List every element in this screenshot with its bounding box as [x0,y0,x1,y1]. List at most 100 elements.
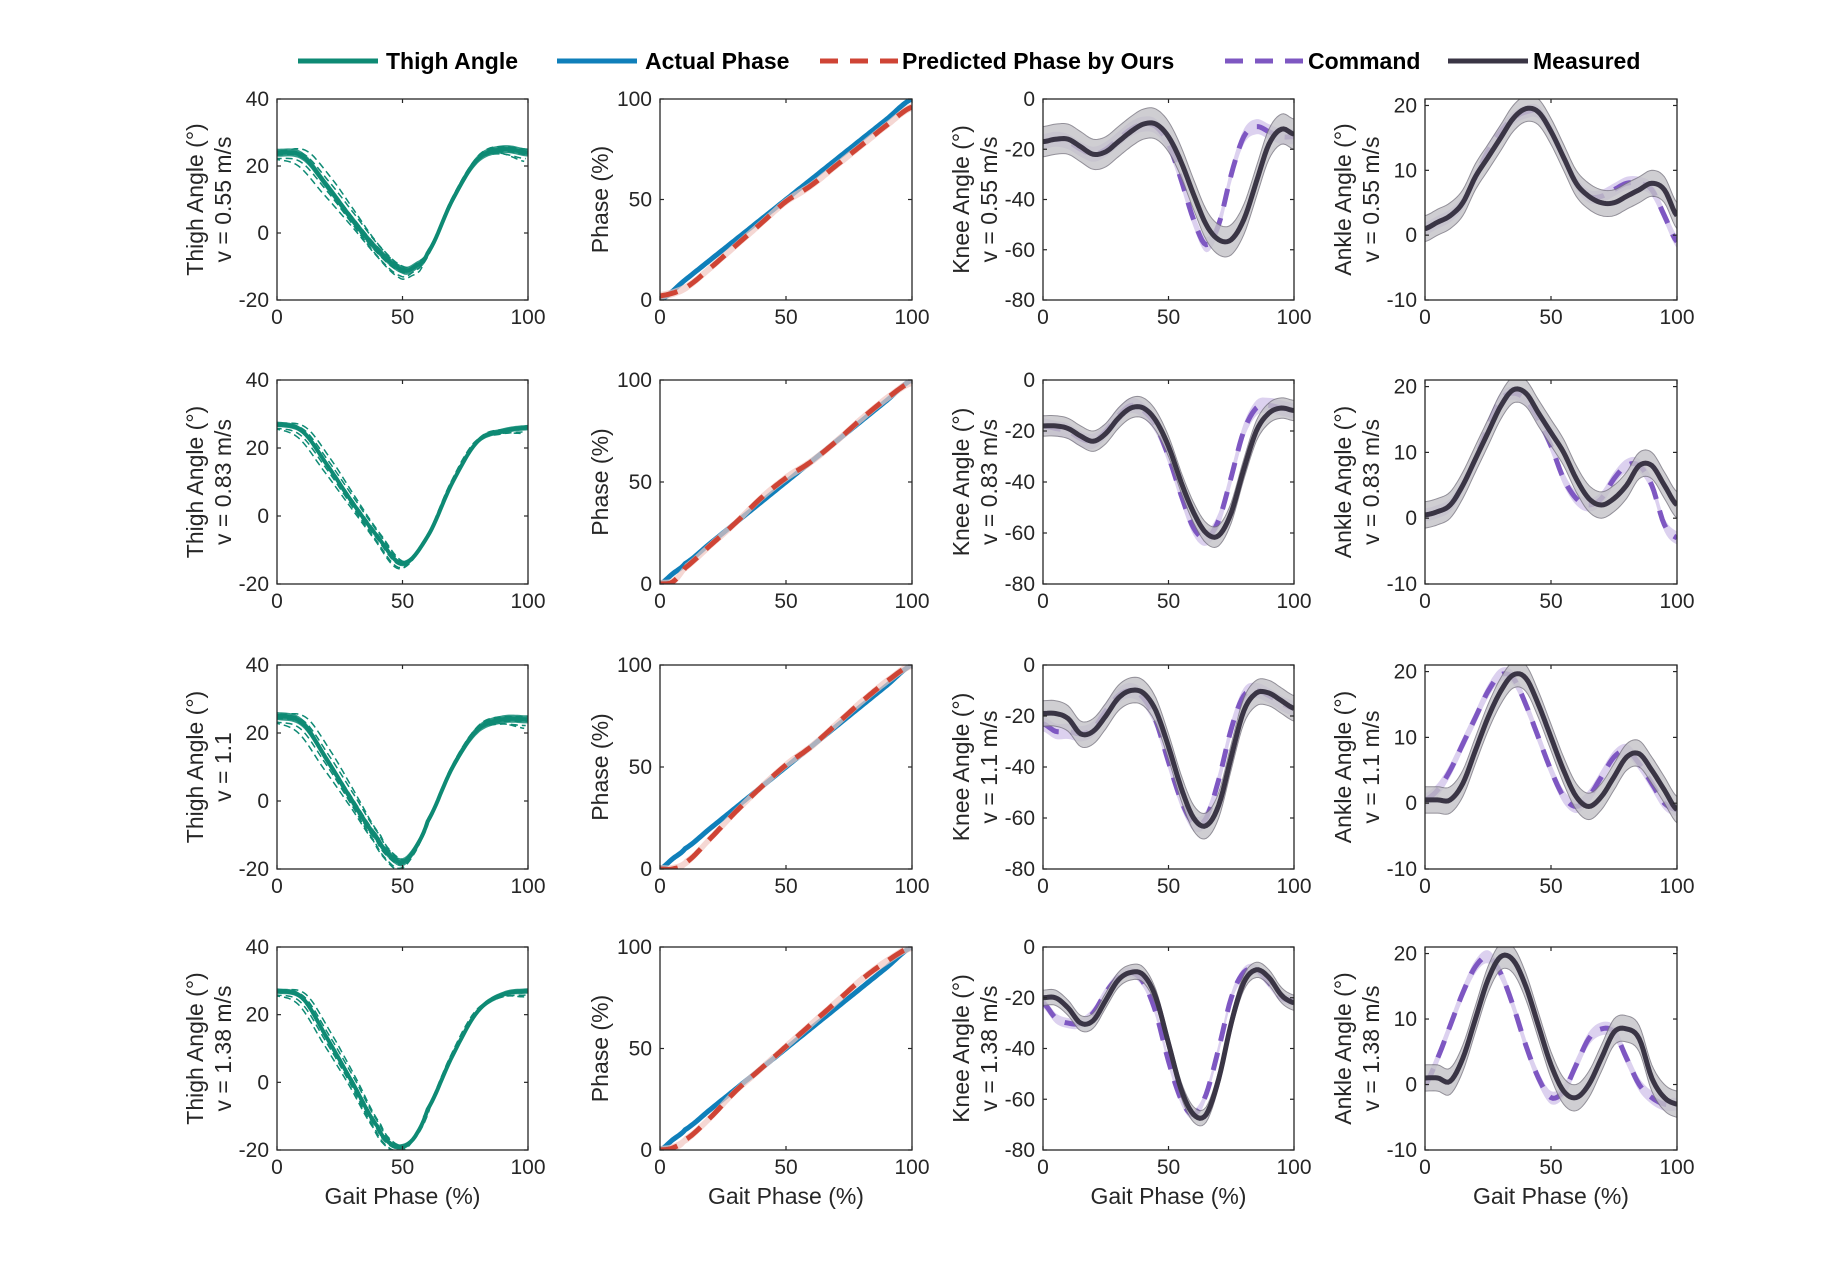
y-axis-label: Phase (%) [587,713,613,820]
y-tick-label: -10 [1387,289,1417,312]
trial-line [280,988,528,1147]
y-tick-label: -20 [239,289,269,312]
x-tick-label: 50 [774,875,797,898]
y-axis-speed-label: v = 0.55 m/s [210,137,236,263]
x-tick-label: 100 [510,1156,545,1179]
series-line [660,947,912,1150]
y-tick-label: -20 [1005,705,1035,728]
trial-line [280,712,528,861]
y-tick-label: 20 [1394,943,1417,966]
trial-line [277,427,526,569]
series-band [1043,107,1294,258]
y-tick-label: -10 [1387,1139,1417,1162]
y-axis-speed-label: v = 1.1 [210,732,236,802]
plot-area [1043,961,1294,1127]
x-tick-label: 100 [510,306,545,329]
y-tick-label: 0 [1023,936,1035,959]
plot-area [660,665,912,869]
x-tick-label: 0 [1037,875,1049,898]
series-band [1043,676,1294,840]
x-tick-label: 100 [1276,306,1311,329]
x-tick-label: 0 [654,590,666,613]
trial-line [278,989,528,1147]
x-axis-label: Gait Phase (%) [1473,1183,1629,1209]
trial-line [277,721,526,869]
y-tick-label: 0 [1405,224,1417,247]
x-tick-label: 0 [1419,590,1431,613]
y-tick-label: -20 [1005,987,1035,1010]
x-tick-label: 0 [271,306,283,329]
y-tick-label: 0 [1023,654,1035,677]
y-axis-speed-label: v = 0.83 m/s [1358,419,1384,545]
x-tick-label: 0 [654,306,666,329]
x-tick-label: 50 [1539,306,1562,329]
y-tick-label: 0 [640,1139,652,1162]
y-tick-label: 0 [1023,369,1035,392]
legend: Thigh Angle Actual Phase Predicted Phase… [298,48,1640,74]
legend-thigh-label: Thigh Angle [386,48,518,74]
y-tick-label: 0 [640,289,652,312]
series-line [277,422,528,566]
y-axis-label: Knee Angle (°) [948,125,974,274]
x-tick-label: 100 [1659,1156,1694,1179]
y-axis-label: Ankle Angle (°) [1330,691,1356,843]
y-tick-label: -60 [1005,522,1035,545]
y-axis-speed-label: v = 1.38 m/s [210,986,236,1112]
y-tick-label: -20 [1005,420,1035,443]
x-tick-label: 100 [894,590,929,613]
axes-box [276,664,529,870]
y-axis-speed-label: v = 0.55 m/s [976,137,1002,263]
x-axis-label: Gait Phase (%) [1091,1183,1247,1209]
x-tick-label: 50 [1157,1156,1180,1179]
plot-area [1425,380,1677,545]
x-tick-label: 50 [774,306,797,329]
y-tick-label: 0 [257,1071,269,1094]
plot-area [1043,107,1294,258]
y-tick-label: 10 [1394,441,1417,464]
plot-area [660,99,912,300]
x-tick-label: 0 [271,590,283,613]
y-tick-label: 20 [246,1004,269,1027]
plot-area [1425,99,1677,249]
trial-line [278,422,528,564]
series-line [1425,386,1677,518]
y-axis-label: Thigh Angle (°) [182,123,208,275]
x-axis-label: Gait Phase (%) [708,1183,864,1209]
x-tick-label: 50 [1157,590,1180,613]
y-tick-label: 20 [246,155,269,178]
y-tick-label: -20 [239,1139,269,1162]
y-axis-speed-label: v = 1.38 m/s [976,986,1002,1112]
x-tick-label: 50 [1539,875,1562,898]
y-axis-speed-label: v = 0.55 m/s [1358,137,1384,263]
panel-knee-row3: 0 50 100 -80 -60 -40 -20 0 Knee Angle (°) v = 1.1… [948,654,1312,898]
mean-band [277,145,528,275]
y-axis-label: Thigh Angle (°) [182,406,208,558]
panel-knee-row4: 0 50 100 -80 -60 -40 -20 0 Knee Angle (°) v = 1.3… [948,936,1312,1209]
x-tick-label: 100 [1276,875,1311,898]
mean-band [277,711,528,867]
series-line [277,147,528,273]
axes-box [276,946,529,1151]
trial-line [278,713,528,862]
x-tick-label: 0 [1419,306,1431,329]
y-tick-label: -80 [1005,573,1035,596]
panel-phase-row1: 0 50 100 0 50 100 Phase (%) [587,88,930,329]
y-tick-label: -60 [1005,1088,1035,1111]
y-tick-label: -40 [1005,756,1035,779]
series-line [1425,105,1677,232]
x-tick-label: 50 [391,590,414,613]
x-tick-label: 50 [391,1156,414,1179]
x-tick-label: 100 [894,875,929,898]
y-tick-label: 20 [246,722,269,745]
y-tick-label: 0 [640,573,652,596]
y-axis-label: Ankle Angle (°) [1330,972,1356,1124]
trial-line [277,713,528,862]
y-tick-label: -40 [1005,1038,1035,1061]
y-axis-label: Thigh Angle (°) [182,691,208,843]
plot-area [277,711,528,869]
